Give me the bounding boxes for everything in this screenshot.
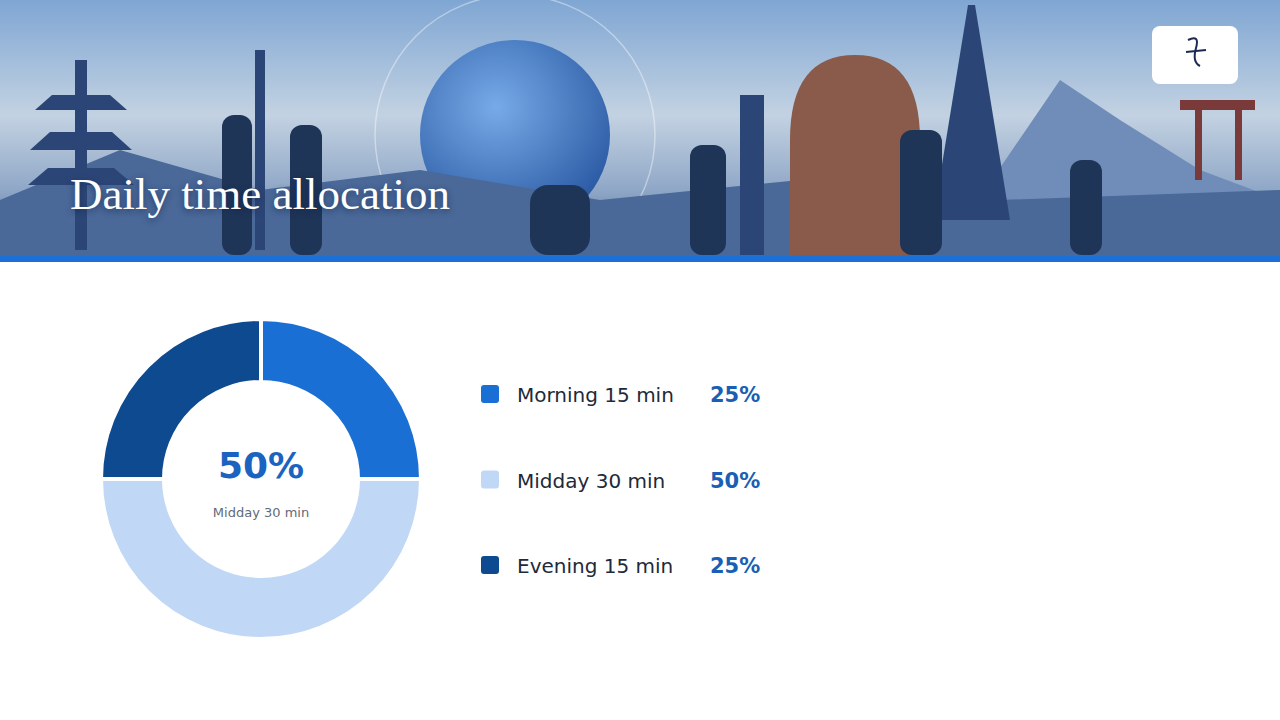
center-label: Midday 30 min: [213, 505, 309, 520]
person: [530, 185, 590, 255]
legend-swatch: [481, 471, 499, 489]
person: [1070, 160, 1102, 255]
slice: [101, 479, 421, 639]
pagoda-core: [75, 60, 87, 250]
tower: [740, 95, 764, 255]
hills: [0, 150, 1280, 256]
person: [900, 130, 942, 255]
pagoda-roof: [30, 132, 132, 150]
banner: [0, 0, 1280, 262]
slide: Daily time allocation 50%Midday 30 minMo…: [0, 0, 1280, 720]
torii-post: [1195, 100, 1202, 180]
divider: [0, 256, 1280, 262]
minaret: [255, 50, 265, 250]
logo: [1152, 26, 1238, 84]
data-label: 50%: [710, 469, 760, 493]
data-label: 25%: [710, 554, 760, 578]
legend-label: Morning 15 min: [517, 383, 674, 407]
pagoda-roof: [35, 95, 127, 110]
legend-swatch: [481, 385, 499, 403]
torii: [1180, 100, 1255, 110]
eiffel-tower: [933, 5, 1010, 220]
logo-mark: [1186, 38, 1206, 66]
chart-title: Daily time allocation: [70, 168, 450, 220]
legend-label: Midday 30 min: [517, 469, 665, 493]
legend: Morning 15 min 25% Midday 30 min 50% Evening…: [481, 383, 760, 578]
landmarks: [28, 5, 1255, 255]
person: [690, 145, 726, 255]
legend-swatch: [481, 556, 499, 574]
slices: [101, 319, 421, 639]
sky: [0, 0, 1280, 256]
chart: 50% Midday 30 min Morning 15 min 25% Midday …: [0, 262, 1280, 720]
legend-label: Evening 15 min: [517, 554, 673, 578]
center-value: 50%: [218, 445, 304, 486]
torii-post: [1235, 100, 1242, 180]
data-label: 25%: [710, 383, 760, 407]
